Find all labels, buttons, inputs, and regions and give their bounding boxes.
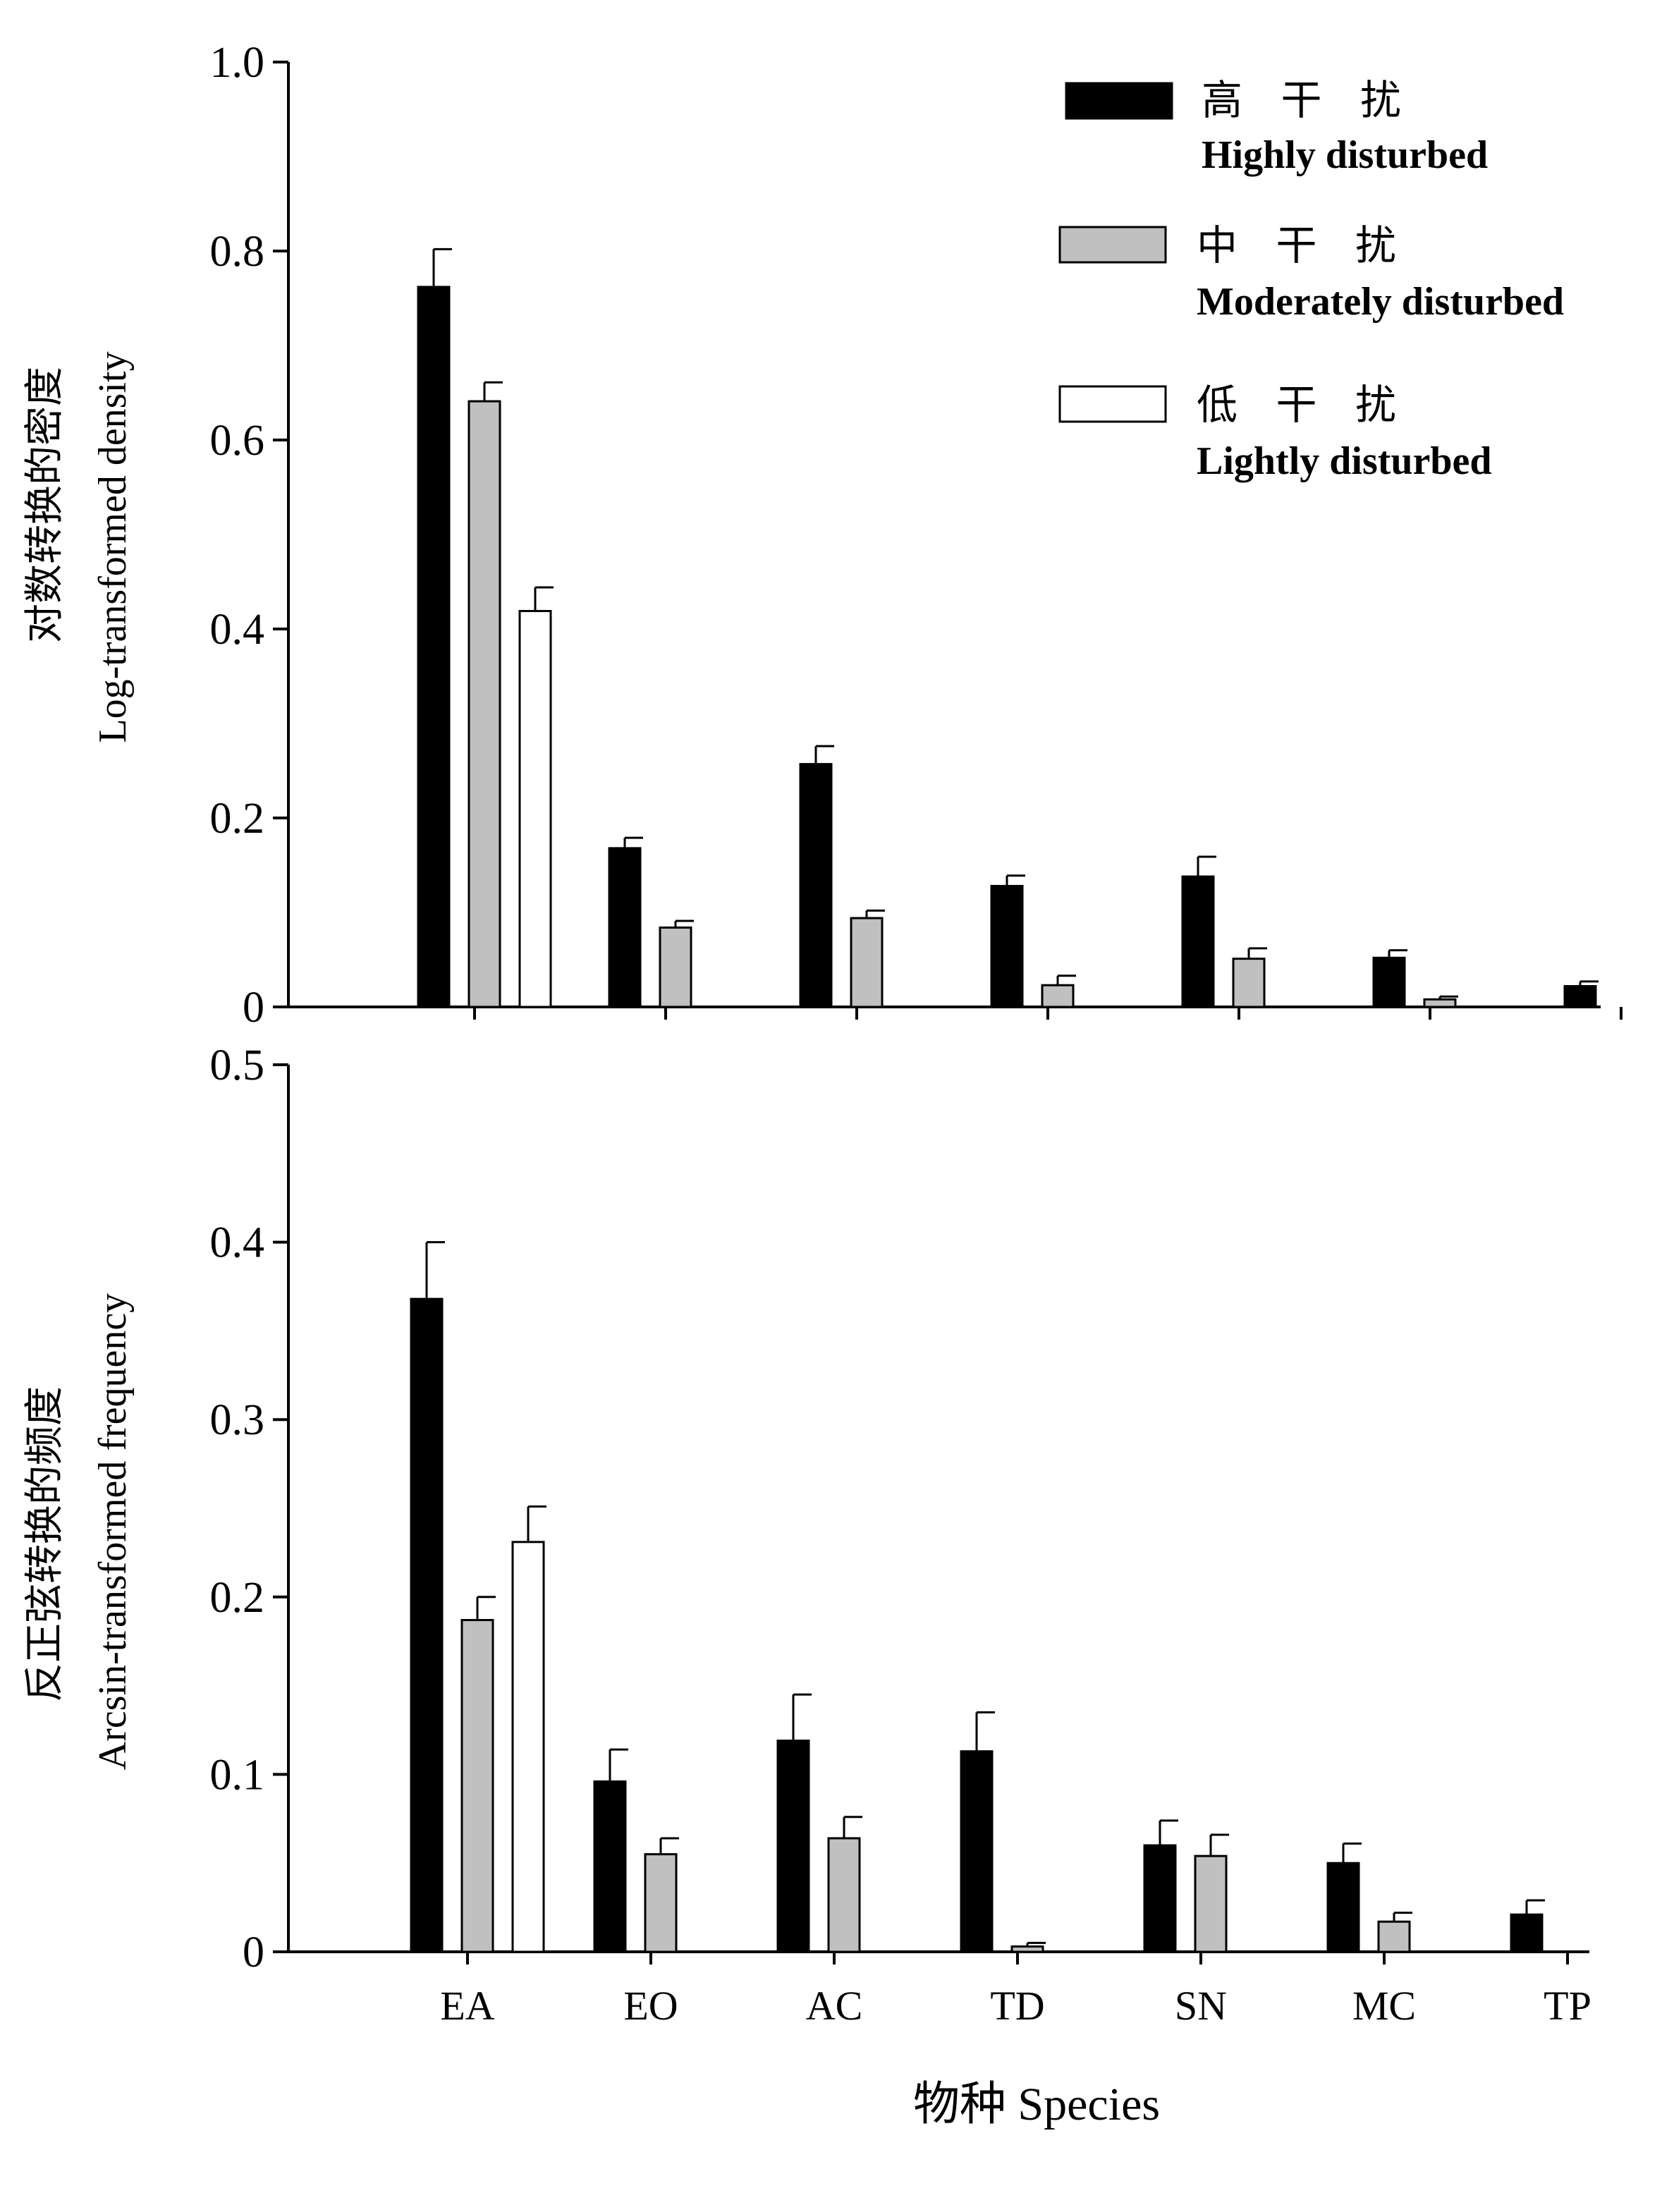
x-category-label: TD	[990, 1983, 1044, 2029]
legend: 高 干 扰 Highly disturbed 中 干 扰 Moderately …	[1058, 78, 1564, 483]
legend-swatch-moderate	[1058, 226, 1167, 264]
bar-eo-0	[608, 847, 642, 1008]
y-tick-label: 0.8	[210, 228, 265, 276]
bar-mc-1	[1423, 998, 1457, 1008]
bar-sn-0	[1143, 1844, 1177, 1953]
bar-tp-0	[1563, 985, 1597, 1008]
y-tick-label: 1.0	[210, 39, 265, 87]
x-category-label: SN	[1175, 1983, 1227, 2029]
bar-eo-1	[644, 1853, 678, 1953]
bar-td-0	[990, 884, 1024, 1008]
bar-tp-0	[1510, 1913, 1544, 1953]
bar-mc-0	[1326, 1862, 1360, 1953]
bar-mc-0	[1372, 956, 1406, 1008]
frequency-panel: 0 0.1 0.2 0.3 0.4 0.5 EA EO AC TD SN MC TP 反正弦转换的频度…	[23, 1041, 1591, 2029]
bar-sn-1	[1232, 958, 1266, 1008]
legend-light-en: Lightly disturbed	[1197, 439, 1492, 483]
bar-ea-1	[468, 400, 501, 1008]
bar-ea-2	[518, 610, 552, 1008]
x-category-label: AC	[806, 1983, 863, 2029]
bar-eo-1	[659, 926, 692, 1008]
x-category-label: EO	[623, 1983, 678, 2029]
frequency-ylabel-cn: 反正弦转换的频度	[23, 1386, 67, 1702]
bar-eo-0	[593, 1780, 627, 1953]
legend-swatch-light	[1058, 385, 1167, 423]
bar-ea-0	[417, 286, 451, 1008]
bar-td-1	[1010, 1945, 1044, 1953]
bar-td-0	[960, 1750, 994, 1953]
y-tick-label: 0	[243, 1929, 264, 1976]
legend-light-cn: 低 干 扰	[1197, 382, 1410, 428]
y-tick-label: 0.3	[210, 1396, 265, 1444]
y-tick-label: 0.6	[210, 417, 265, 465]
y-tick-label: 0.1	[210, 1751, 265, 1799]
y-tick-label: 0.4	[210, 606, 265, 654]
y-tick-label: 0.2	[210, 795, 265, 843]
legend-moderate-en: Moderately disturbed	[1197, 280, 1564, 324]
bar-ac-0	[776, 1740, 810, 1953]
legend-high-en: Highly disturbed	[1202, 133, 1488, 177]
y-tick-label: 0	[243, 984, 264, 1032]
y-tick-label: 0.2	[210, 1574, 265, 1622]
y-tick-label: 0.4	[210, 1219, 265, 1267]
x-category-label: MC	[1352, 1983, 1416, 2029]
bar-ea-1	[460, 1619, 494, 1953]
bar-ac-1	[850, 917, 884, 1008]
frequency-ylabel-en: Arcsin-transformed frequency	[91, 1293, 135, 1770]
bar-td-1	[1041, 984, 1075, 1008]
bar-ea-0	[410, 1297, 444, 1953]
x-axis-title: 物种 Species	[913, 2079, 1160, 2130]
x-category-label: EA	[440, 1983, 494, 2029]
legend-high-cn: 高 干 扰	[1202, 78, 1415, 123]
bar-ac-1	[827, 1837, 861, 1953]
density-ylabel-cn: 对数转换的密度	[23, 367, 67, 643]
bar-ac-0	[799, 763, 833, 1008]
bar-ea-2	[511, 1541, 545, 1953]
density-panel: 0 0.2 0.4 0.6 0.8 1.0 对数转换的密度 Log-transformed…	[23, 39, 1623, 1032]
density-ylabel-en: Log-transformed density	[91, 351, 135, 743]
legend-swatch-high	[1065, 82, 1173, 120]
bar-sn-1	[1194, 1854, 1228, 1953]
bar-mc-1	[1377, 1920, 1411, 1953]
y-tick-label: 0.5	[210, 1041, 265, 1089]
bar-sn-0	[1181, 875, 1215, 1008]
x-category-label: TP	[1544, 1983, 1591, 2029]
legend-moderate-cn: 中 干 扰	[1197, 223, 1410, 269]
